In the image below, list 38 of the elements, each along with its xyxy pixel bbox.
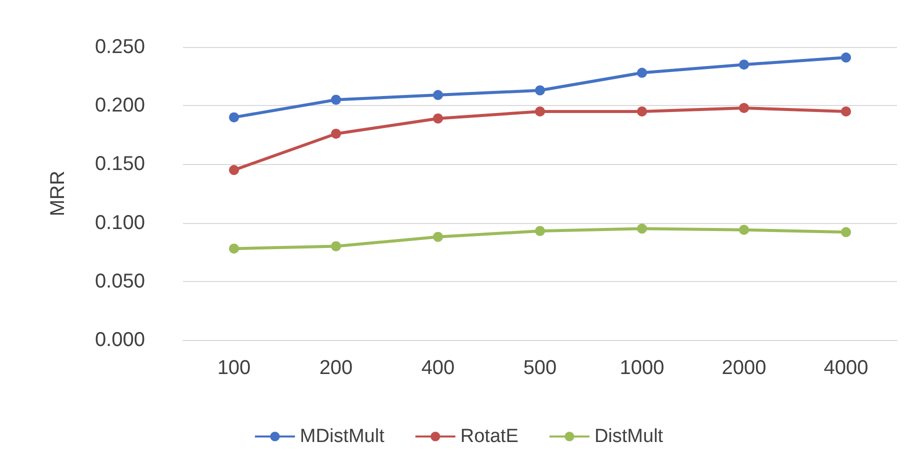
point: [739, 60, 749, 70]
x-tick-label: 200: [319, 357, 353, 379]
x-tick-label: 2000: [722, 357, 766, 379]
point: [535, 106, 545, 116]
point: [841, 52, 851, 63]
y-tick-label: 0.000: [94, 329, 145, 351]
point: [331, 128, 341, 139]
y-tick-label: 0.250: [94, 36, 145, 58]
point: [331, 94, 341, 105]
point: [229, 165, 239, 176]
point: [535, 226, 545, 236]
point: [535, 85, 545, 96]
x-tick-label: 100: [217, 357, 251, 379]
point: [229, 244, 239, 254]
y-tick-label: 0.100: [94, 212, 145, 234]
legend-label: DistMult: [594, 426, 664, 447]
point: [637, 68, 647, 78]
point: [433, 113, 443, 124]
point: [331, 241, 341, 252]
point: [739, 224, 749, 235]
point: [841, 106, 851, 116]
y-tick-label: 0.150: [94, 153, 145, 176]
point: [637, 106, 647, 116]
x-tick-label: 500: [523, 357, 557, 379]
y-tick-label: 0.200: [94, 94, 145, 117]
point: [433, 90, 443, 100]
x-tick-label: 4000: [824, 357, 868, 379]
x-tick-label: 400: [421, 357, 455, 379]
y-tick-label: 0.050: [94, 270, 145, 292]
point: [433, 232, 443, 242]
y-axis-title: MRR: [47, 170, 69, 216]
point: [739, 102, 749, 113]
point: [637, 224, 647, 234]
point: [841, 227, 851, 238]
legend-label: MDistMult: [300, 426, 386, 447]
legend-label: RotatE: [460, 426, 518, 447]
point: [229, 112, 239, 122]
x-tick-label: 1000: [620, 357, 664, 379]
